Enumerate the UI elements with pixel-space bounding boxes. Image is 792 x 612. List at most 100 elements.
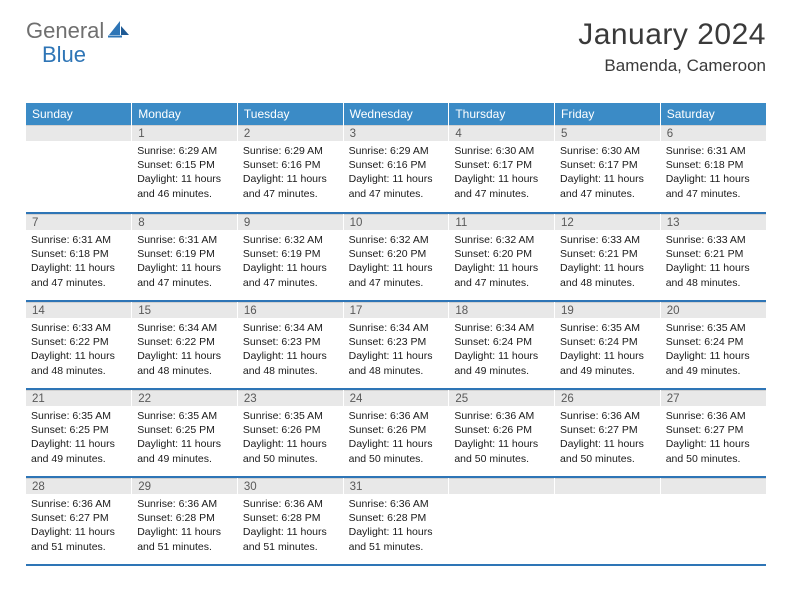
sunrise-line: Sunrise: 6:34 AM <box>243 321 338 335</box>
day-number-empty <box>26 125 131 141</box>
day-details: Sunrise: 6:31 AMSunset: 6:18 PMDaylight:… <box>26 230 131 294</box>
sunrise-line: Sunrise: 6:36 AM <box>666 409 761 423</box>
daylight-line: Daylight: 11 hours and 48 minutes. <box>31 349 126 377</box>
calendar-cell: 8Sunrise: 6:31 AMSunset: 6:19 PMDaylight… <box>132 213 238 301</box>
calendar-cell: 31Sunrise: 6:36 AMSunset: 6:28 PMDayligh… <box>343 477 449 565</box>
sunset-line: Sunset: 6:23 PM <box>349 335 444 349</box>
sunset-line: Sunset: 6:27 PM <box>560 423 655 437</box>
sunset-line: Sunset: 6:28 PM <box>349 511 444 525</box>
sunrise-line: Sunrise: 6:35 AM <box>31 409 126 423</box>
daylight-line: Daylight: 11 hours and 51 minutes. <box>31 525 126 553</box>
calendar-cell: 12Sunrise: 6:33 AMSunset: 6:21 PMDayligh… <box>555 213 661 301</box>
sunrise-line: Sunrise: 6:33 AM <box>560 233 655 247</box>
sunset-line: Sunset: 6:22 PM <box>137 335 232 349</box>
day-details: Sunrise: 6:36 AMSunset: 6:28 PMDaylight:… <box>132 494 237 558</box>
daylight-line: Daylight: 11 hours and 50 minutes. <box>666 437 761 465</box>
day-details: Sunrise: 6:34 AMSunset: 6:22 PMDaylight:… <box>132 318 237 382</box>
daylight-line: Daylight: 11 hours and 51 minutes. <box>349 525 444 553</box>
weekday-header: Wednesday <box>343 103 449 125</box>
sunrise-line: Sunrise: 6:36 AM <box>560 409 655 423</box>
sunset-line: Sunset: 6:25 PM <box>31 423 126 437</box>
month-title: January 2024 <box>578 18 766 52</box>
day-number: 1 <box>132 125 237 141</box>
daylight-line: Daylight: 11 hours and 48 minutes. <box>560 261 655 289</box>
day-details: Sunrise: 6:35 AMSunset: 6:26 PMDaylight:… <box>238 406 343 470</box>
weekday-header: Thursday <box>449 103 555 125</box>
sunset-line: Sunset: 6:26 PM <box>454 423 549 437</box>
calendar-cell <box>555 477 661 565</box>
day-details: Sunrise: 6:34 AMSunset: 6:23 PMDaylight:… <box>238 318 343 382</box>
sunrise-line: Sunrise: 6:35 AM <box>137 409 232 423</box>
daylight-line: Daylight: 11 hours and 49 minutes. <box>454 349 549 377</box>
calendar-cell <box>449 477 555 565</box>
calendar-cell: 1Sunrise: 6:29 AMSunset: 6:15 PMDaylight… <box>132 125 238 213</box>
day-number: 26 <box>555 390 660 406</box>
sunrise-line: Sunrise: 6:32 AM <box>454 233 549 247</box>
sunrise-line: Sunrise: 6:33 AM <box>31 321 126 335</box>
day-number: 11 <box>449 214 554 230</box>
day-number: 4 <box>449 125 554 141</box>
day-number: 25 <box>449 390 554 406</box>
sunset-line: Sunset: 6:26 PM <box>349 423 444 437</box>
sunset-line: Sunset: 6:18 PM <box>666 158 761 172</box>
day-details: Sunrise: 6:30 AMSunset: 6:17 PMDaylight:… <box>449 141 554 205</box>
sunrise-line: Sunrise: 6:35 AM <box>560 321 655 335</box>
daylight-line: Daylight: 11 hours and 47 minutes. <box>243 261 338 289</box>
daylight-line: Daylight: 11 hours and 48 minutes. <box>243 349 338 377</box>
calendar-cell: 18Sunrise: 6:34 AMSunset: 6:24 PMDayligh… <box>449 301 555 389</box>
day-number: 16 <box>238 302 343 318</box>
weekday-header: Sunday <box>26 103 132 125</box>
daylight-line: Daylight: 11 hours and 47 minutes. <box>31 261 126 289</box>
day-details: Sunrise: 6:35 AMSunset: 6:24 PMDaylight:… <box>661 318 766 382</box>
daylight-line: Daylight: 11 hours and 48 minutes. <box>349 349 444 377</box>
sunset-line: Sunset: 6:23 PM <box>243 335 338 349</box>
calendar-cell: 27Sunrise: 6:36 AMSunset: 6:27 PMDayligh… <box>660 389 766 477</box>
calendar-week-row: 14Sunrise: 6:33 AMSunset: 6:22 PMDayligh… <box>26 301 766 389</box>
location-subtitle: Bamenda, Cameroon <box>578 56 766 76</box>
calendar-cell: 2Sunrise: 6:29 AMSunset: 6:16 PMDaylight… <box>237 125 343 213</box>
day-details: Sunrise: 6:32 AMSunset: 6:20 PMDaylight:… <box>449 230 554 294</box>
daylight-line: Daylight: 11 hours and 46 minutes. <box>137 172 232 200</box>
weekday-header: Saturday <box>660 103 766 125</box>
sunrise-line: Sunrise: 6:36 AM <box>454 409 549 423</box>
day-number: 5 <box>555 125 660 141</box>
day-number: 23 <box>238 390 343 406</box>
sunrise-line: Sunrise: 6:35 AM <box>243 409 338 423</box>
logo-text-general: General <box>26 18 104 44</box>
day-number: 30 <box>238 478 343 494</box>
calendar-cell: 21Sunrise: 6:35 AMSunset: 6:25 PMDayligh… <box>26 389 132 477</box>
brand-logo: General <box>26 18 132 44</box>
day-number: 20 <box>661 302 766 318</box>
calendar-cell: 10Sunrise: 6:32 AMSunset: 6:20 PMDayligh… <box>343 213 449 301</box>
day-details: Sunrise: 6:36 AMSunset: 6:28 PMDaylight:… <box>344 494 449 558</box>
day-details: Sunrise: 6:36 AMSunset: 6:27 PMDaylight:… <box>26 494 131 558</box>
day-details: Sunrise: 6:36 AMSunset: 6:27 PMDaylight:… <box>661 406 766 470</box>
sunset-line: Sunset: 6:19 PM <box>137 247 232 261</box>
day-number: 10 <box>344 214 449 230</box>
sunrise-line: Sunrise: 6:32 AM <box>243 233 338 247</box>
weekday-header: Tuesday <box>237 103 343 125</box>
sunset-line: Sunset: 6:22 PM <box>31 335 126 349</box>
logo-text-blue-wrap: Blue <box>42 42 86 68</box>
calendar-cell <box>660 477 766 565</box>
calendar-cell: 14Sunrise: 6:33 AMSunset: 6:22 PMDayligh… <box>26 301 132 389</box>
sunset-line: Sunset: 6:28 PM <box>243 511 338 525</box>
calendar-cell: 16Sunrise: 6:34 AMSunset: 6:23 PMDayligh… <box>237 301 343 389</box>
day-details: Sunrise: 6:35 AMSunset: 6:25 PMDaylight:… <box>132 406 237 470</box>
sunrise-line: Sunrise: 6:36 AM <box>349 497 444 511</box>
sunrise-line: Sunrise: 6:31 AM <box>666 144 761 158</box>
calendar-cell: 6 Sunrise: 6:31 AMSunset: 6:18 PMDaylight… <box>660 125 766 213</box>
day-number: 6 <box>661 125 766 141</box>
daylight-line: Daylight: 11 hours and 47 minutes. <box>666 172 761 200</box>
calendar-cell: 4Sunrise: 6:30 AMSunset: 6:17 PMDaylight… <box>449 125 555 213</box>
calendar-cell: 28Sunrise: 6:36 AMSunset: 6:27 PMDayligh… <box>26 477 132 565</box>
daylight-line: Daylight: 11 hours and 51 minutes. <box>137 525 232 553</box>
sunrise-line: Sunrise: 6:33 AM <box>666 233 761 247</box>
day-details: Sunrise: 6:36 AMSunset: 6:26 PMDaylight:… <box>449 406 554 470</box>
day-details: Sunrise: 6:36 AMSunset: 6:26 PMDaylight:… <box>344 406 449 470</box>
day-number: 22 <box>132 390 237 406</box>
calendar-cell: 20Sunrise: 6:35 AMSunset: 6:24 PMDayligh… <box>660 301 766 389</box>
sunrise-line: Sunrise: 6:32 AM <box>349 233 444 247</box>
daylight-line: Daylight: 11 hours and 48 minutes. <box>137 349 232 377</box>
daylight-line: Daylight: 11 hours and 48 minutes. <box>666 261 761 289</box>
